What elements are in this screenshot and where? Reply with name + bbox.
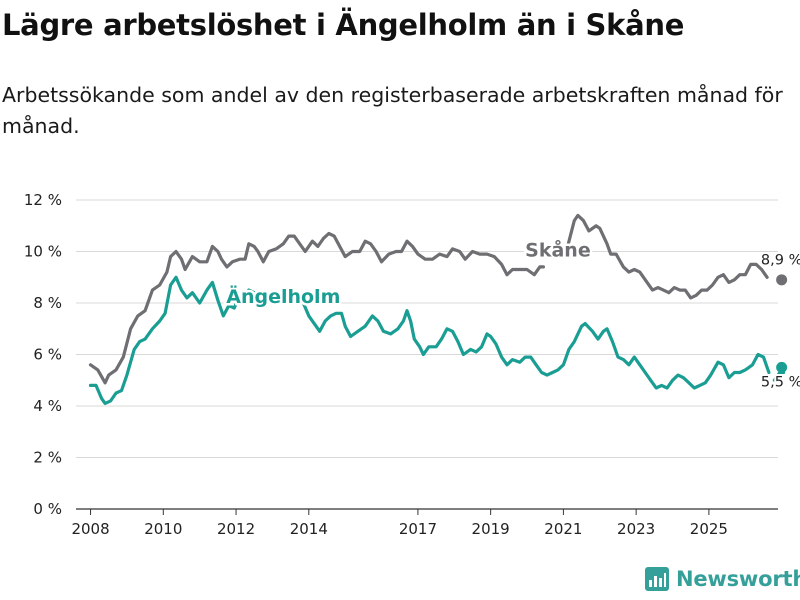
skane-line-segment-1 [565,213,769,300]
x-tick-label: 2008 [71,520,109,538]
y-tick-label: 2 % [33,449,62,467]
y-tick-label: 8 % [33,294,62,312]
series-label: Skåne [525,238,591,262]
end-value-label: 5,5 % [761,375,800,391]
x-tick-label: 2025 [690,520,728,538]
gridlines [76,199,778,510]
end-value-label: 8,9 % [761,252,800,268]
y-axis-ticks: 0 % 2 % 4 % 6 % 8 % 10 % 12 % [24,191,62,518]
x-tick-label: 2010 [144,520,182,538]
y-tick-label: 4 % [33,397,62,415]
y-tick-label: 6 % [33,346,62,364]
chart-subtitle: Arbetssökande som andel av den registerb… [2,83,783,138]
x-tick-label: 2023 [617,520,655,538]
y-tick-label: 10 % [24,243,62,261]
x-tick-label: 2019 [472,520,510,538]
angelholm-end-point [776,361,788,373]
angelholm-line-segment-2 [88,275,267,405]
x-axis: 2008 2010 2012 2014 2017 2019 2021 2023 2025 [71,509,728,538]
series-labels: Skåne Ängelholm 8,9 % 5,5 % [224,235,800,393]
angelholm-line-segment-3 [301,301,771,390]
chart-title: Lägre arbetslöshet i Ängelholm än i Skån… [2,8,685,42]
x-tick-label: 2021 [544,520,582,538]
y-tick-label: 12 % [24,191,62,209]
x-tick-label: 2014 [290,520,328,538]
bar-chart-logo-icon [645,567,669,591]
series-lines [88,213,788,405]
x-tick-label: 2017 [399,520,437,538]
series-label: Ängelholm [226,284,340,308]
brand-name: Newsworthy [676,567,800,591]
y-tick-label: 0 % [33,500,62,518]
skane-end-point [776,274,788,286]
skane-line-segment-0 [88,231,545,385]
newsworthy-logo: Newsworthy [645,567,800,591]
x-tick-label: 2012 [217,520,255,538]
